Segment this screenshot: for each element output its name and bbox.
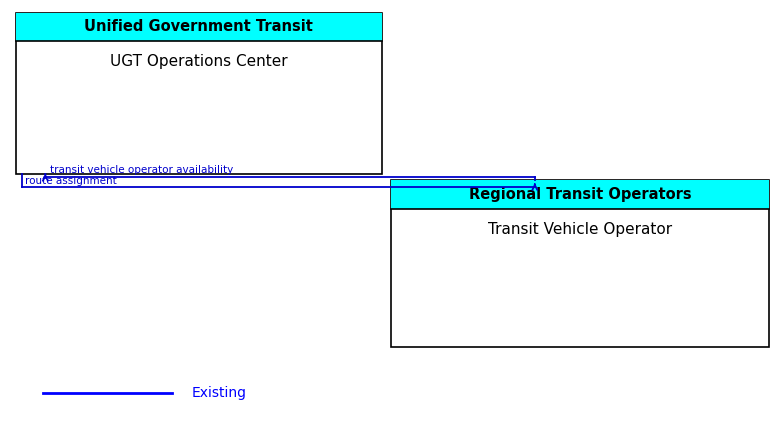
Text: transit vehicle operator availability: transit vehicle operator availability <box>50 165 233 175</box>
Text: UGT Operations Center: UGT Operations Center <box>109 54 288 69</box>
Bar <box>16 13 382 174</box>
Bar <box>16 13 382 41</box>
Bar <box>391 180 769 209</box>
Text: Transit Vehicle Operator: Transit Vehicle Operator <box>488 222 673 237</box>
Text: Existing: Existing <box>192 386 246 399</box>
Text: Unified Government Transit: Unified Government Transit <box>84 19 313 34</box>
Text: Regional Transit Operators: Regional Transit Operators <box>469 187 691 202</box>
Text: route assignment: route assignment <box>25 176 117 186</box>
Bar <box>391 180 769 347</box>
